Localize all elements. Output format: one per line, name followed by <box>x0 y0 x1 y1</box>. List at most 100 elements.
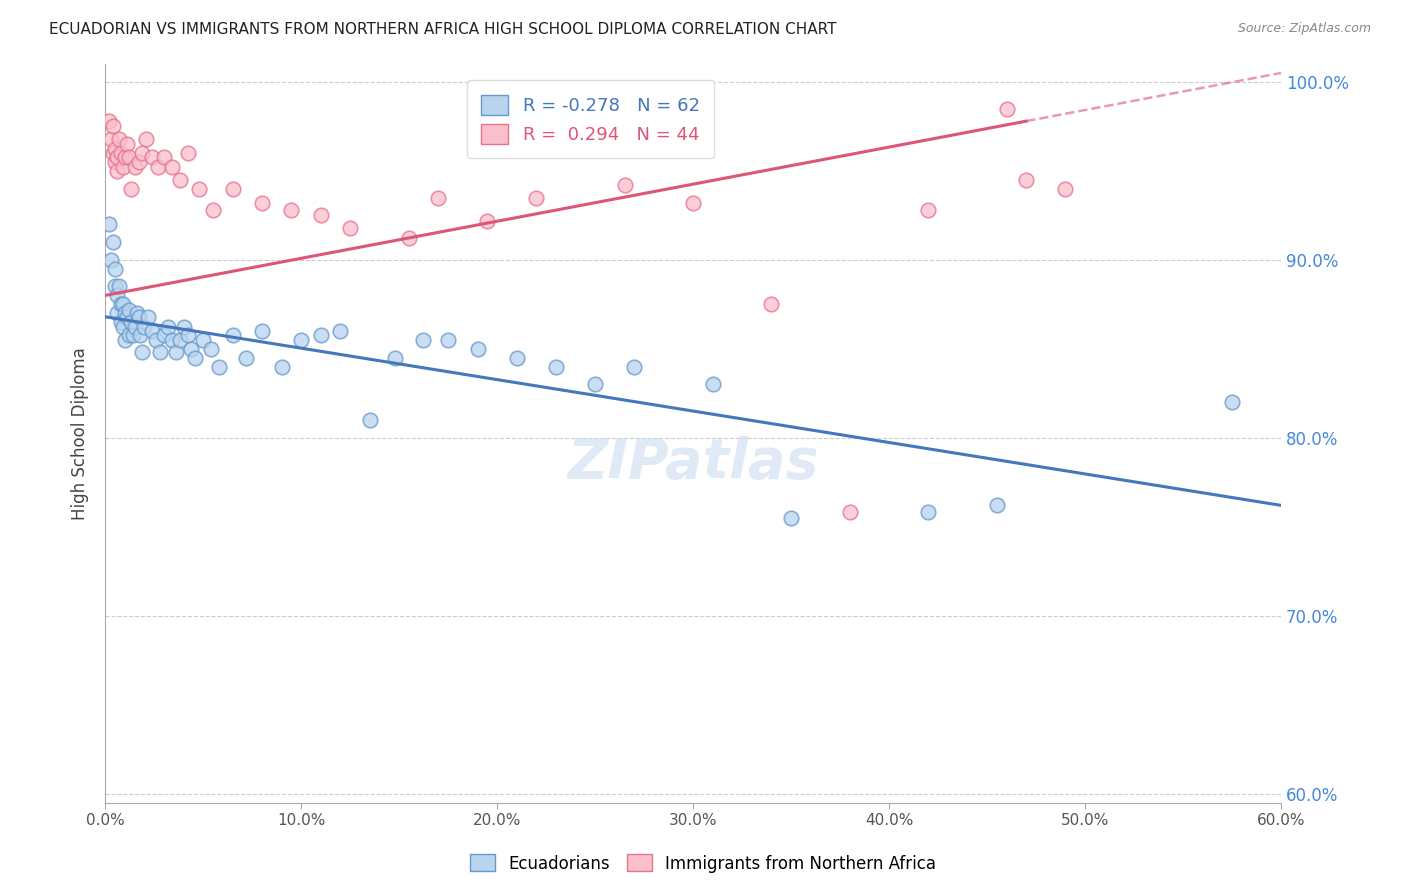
Point <box>110 297 132 311</box>
Point <box>105 150 128 164</box>
Point <box>184 351 207 365</box>
Point <box>141 150 163 164</box>
Point <box>118 327 141 342</box>
Point <box>173 320 195 334</box>
Point <box>121 327 143 342</box>
Text: Source: ZipAtlas.com: Source: ZipAtlas.com <box>1237 22 1371 36</box>
Point <box>134 320 156 334</box>
Point <box>398 231 420 245</box>
Point <box>280 202 302 217</box>
Point <box>160 333 183 347</box>
Point <box>98 217 121 231</box>
Point <box>200 342 222 356</box>
Point <box>105 164 128 178</box>
Point <box>110 146 132 161</box>
Point <box>124 161 146 175</box>
Point <box>101 120 124 134</box>
Point <box>309 327 332 342</box>
Point <box>128 155 150 169</box>
Point <box>917 202 939 217</box>
Point <box>105 288 128 302</box>
Point <box>129 327 152 342</box>
Point <box>359 413 381 427</box>
Point <box>176 327 198 342</box>
Point <box>149 345 172 359</box>
Point <box>412 333 434 347</box>
Point <box>917 506 939 520</box>
Point <box>110 315 132 329</box>
Y-axis label: High School Diploma: High School Diploma <box>72 347 89 520</box>
Text: ECUADORIAN VS IMMIGRANTS FROM NORTHERN AFRICA HIGH SCHOOL DIPLOMA CORRELATION CH: ECUADORIAN VS IMMIGRANTS FROM NORTHERN A… <box>49 22 837 37</box>
Point <box>176 146 198 161</box>
Point <box>506 351 529 365</box>
Point <box>986 499 1008 513</box>
Point <box>111 297 134 311</box>
Point <box>120 181 142 195</box>
Legend: Ecuadorians, Immigrants from Northern Africa: Ecuadorians, Immigrants from Northern Af… <box>464 847 942 880</box>
Point <box>98 114 121 128</box>
Point <box>169 333 191 347</box>
Point <box>384 351 406 365</box>
Point <box>145 333 167 347</box>
Point <box>180 342 202 356</box>
Point <box>165 345 187 359</box>
Point <box>250 195 273 210</box>
Point <box>141 324 163 338</box>
Point <box>193 333 215 347</box>
Text: ZIPatlas: ZIPatlas <box>568 436 818 490</box>
Point <box>114 150 136 164</box>
Point <box>160 161 183 175</box>
Point <box>169 172 191 186</box>
Point <box>100 252 122 267</box>
Point <box>108 279 131 293</box>
Point <box>329 324 352 338</box>
Point <box>101 235 124 249</box>
Point <box>104 143 127 157</box>
Point <box>477 213 499 227</box>
Point <box>105 306 128 320</box>
Point <box>309 208 332 222</box>
Point <box>339 220 361 235</box>
Point <box>104 279 127 293</box>
Point <box>780 511 803 525</box>
Point <box>201 202 224 217</box>
Point <box>682 195 704 210</box>
Point <box>104 155 127 169</box>
Point <box>114 333 136 347</box>
Point <box>104 261 127 276</box>
Point <box>136 310 159 324</box>
Point <box>208 359 231 374</box>
Point <box>118 302 141 317</box>
Point <box>761 297 783 311</box>
Point <box>995 102 1018 116</box>
Point <box>131 146 153 161</box>
Point <box>188 181 211 195</box>
Point <box>153 150 176 164</box>
Point <box>838 506 860 520</box>
Point <box>1220 395 1243 409</box>
Point <box>702 377 724 392</box>
Point <box>111 161 134 175</box>
Point <box>270 359 292 374</box>
Point <box>101 146 124 161</box>
Point <box>125 306 148 320</box>
Point <box>290 333 312 347</box>
Point <box>115 310 138 324</box>
Point <box>1015 172 1038 186</box>
Point <box>100 132 122 146</box>
Point <box>427 190 450 204</box>
Point <box>221 181 243 195</box>
Point <box>124 320 146 334</box>
Point <box>250 324 273 338</box>
Point <box>1054 181 1077 195</box>
Point <box>544 359 567 374</box>
Point <box>153 327 176 342</box>
Point <box>115 137 138 152</box>
Point <box>623 359 645 374</box>
Point <box>120 315 142 329</box>
Point <box>128 310 150 324</box>
Point <box>135 132 157 146</box>
Point <box>467 342 489 356</box>
Point <box>108 132 131 146</box>
Point <box>583 377 606 392</box>
